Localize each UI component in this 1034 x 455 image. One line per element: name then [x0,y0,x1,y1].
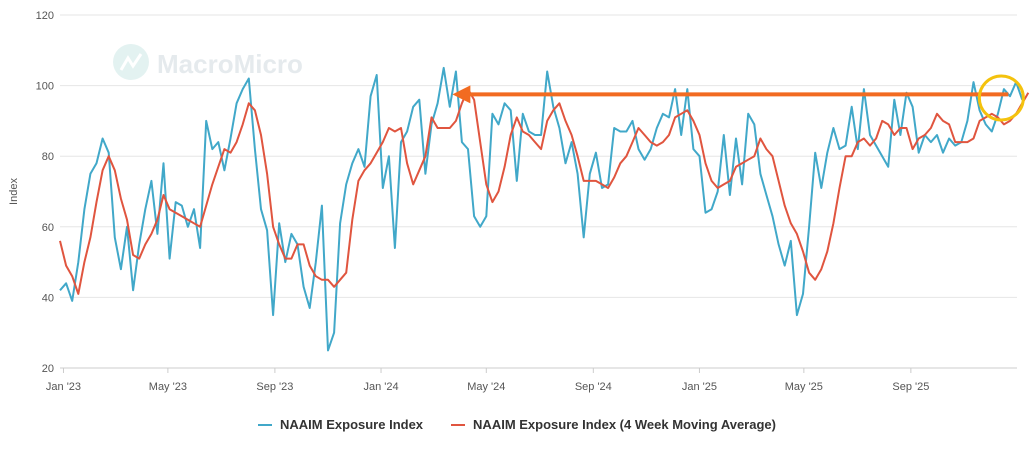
legend: NAAIM Exposure Index NAAIM Exposure Inde… [0,417,1034,432]
annotation-circle [977,74,1025,122]
x-tick-label: Sep '25 [892,381,929,393]
x-tick-label: Sep '23 [256,381,293,393]
legend-item-naaim-4wma[interactable]: NAAIM Exposure Index (4 Week Moving Aver… [451,417,776,432]
y-tick-label: 60 [42,222,54,234]
legend-swatch-naaim-4wma [451,423,466,426]
legend-item-naaim[interactable]: NAAIM Exposure Index [258,417,423,432]
x-tick-label: Jan '23 [46,381,81,393]
series-line-naaim [59,66,1024,352]
legend-label-naaim-4wma: NAAIM Exposure Index (4 Week Moving Aver… [473,417,776,432]
x-tick-label: Jan '25 [682,381,717,393]
x-tick-label: May '23 [149,381,187,393]
annotation-arrow-head [452,85,471,104]
legend-swatch-naaim [258,423,273,426]
y-tick-label: 100 [36,81,54,93]
watermark: MacroMicro [113,44,303,80]
legend-label-naaim: NAAIM Exposure Index [280,417,424,432]
logo-zigzag-icon [119,53,143,71]
series-line-naaim-4wma [59,88,1030,295]
y-tick-label: 80 [42,151,54,163]
x-tick-label: May '25 [785,381,823,393]
y-axis: 20 40 60 80 100 120 [36,10,54,375]
x-tick-label: Sep '24 [575,381,612,393]
x-tick-label: May '24 [467,381,505,393]
series-group [59,66,1030,352]
x-axis: Jan '23 May '23 Sep '23 Jan '24 May '24 Sep '… [46,367,1017,393]
y-tick-label: 20 [42,363,54,375]
x-tick-label: Jan '24 [363,381,398,393]
watermark-text: MacroMicro [157,49,303,79]
y-tick-label: 40 [42,292,54,304]
y-tick-label: 120 [36,10,54,22]
annotations [452,74,1025,122]
y-axis-title: Index [8,178,20,205]
